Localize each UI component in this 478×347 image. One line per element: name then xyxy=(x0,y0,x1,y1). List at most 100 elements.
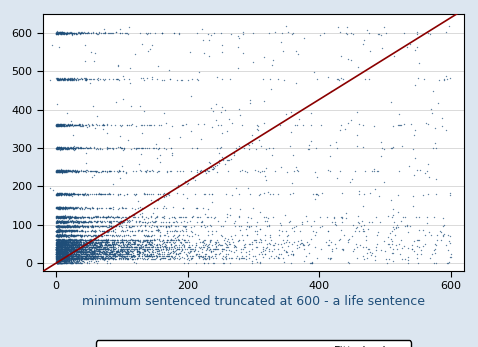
Point xyxy=(54,243,61,248)
Point xyxy=(61,145,68,150)
Point xyxy=(82,76,89,81)
Point xyxy=(332,223,340,228)
Point xyxy=(59,214,66,220)
Point xyxy=(126,251,134,256)
Point xyxy=(144,232,152,238)
Point xyxy=(54,168,62,174)
Point xyxy=(53,225,61,230)
Point xyxy=(74,246,81,252)
Point xyxy=(256,227,264,232)
Point xyxy=(63,253,70,259)
Point xyxy=(79,253,87,259)
Point xyxy=(56,223,64,229)
Point xyxy=(104,252,111,257)
Point xyxy=(57,123,65,128)
Point xyxy=(67,214,75,219)
Point xyxy=(101,242,109,247)
Point xyxy=(73,247,80,252)
Point xyxy=(91,219,99,224)
Point xyxy=(118,237,125,243)
Point xyxy=(153,253,161,259)
Point xyxy=(62,255,69,260)
Point xyxy=(53,239,61,245)
Point xyxy=(83,251,91,257)
Point xyxy=(98,246,106,252)
Point xyxy=(68,259,76,264)
Point xyxy=(290,168,298,174)
Point xyxy=(57,245,65,250)
Point xyxy=(132,168,140,174)
Point xyxy=(104,242,111,247)
Point xyxy=(107,219,114,225)
Point xyxy=(60,237,67,243)
Point xyxy=(66,251,74,257)
Point xyxy=(55,251,63,256)
Point xyxy=(53,214,60,220)
Point xyxy=(54,259,61,264)
Point xyxy=(197,136,205,142)
Point xyxy=(88,239,96,244)
Point xyxy=(65,256,73,261)
Point xyxy=(58,243,65,248)
Point xyxy=(289,30,297,36)
Point xyxy=(53,246,61,251)
Point xyxy=(55,191,63,197)
Point xyxy=(64,244,72,249)
Point xyxy=(180,238,188,243)
Point xyxy=(108,237,115,243)
Point xyxy=(66,238,74,244)
Point xyxy=(68,219,76,224)
Point xyxy=(435,77,443,83)
Point xyxy=(74,246,81,252)
Point xyxy=(83,233,90,238)
Point xyxy=(53,191,61,197)
Point xyxy=(55,239,63,245)
Point xyxy=(91,256,99,261)
Point xyxy=(98,244,106,249)
Point xyxy=(57,122,65,128)
Point xyxy=(64,255,72,261)
Point xyxy=(63,255,71,261)
Point xyxy=(114,214,122,220)
Point xyxy=(101,251,109,257)
Point xyxy=(60,260,68,266)
Point xyxy=(63,223,70,229)
Point xyxy=(60,247,68,253)
Point xyxy=(62,223,69,229)
Point xyxy=(98,146,106,152)
Point xyxy=(61,251,69,256)
Point xyxy=(99,76,107,81)
Point xyxy=(64,227,71,232)
Point xyxy=(214,242,222,248)
Point xyxy=(56,244,64,250)
Point xyxy=(130,223,137,228)
Point xyxy=(54,246,61,251)
Point xyxy=(73,214,81,220)
Point xyxy=(54,233,62,238)
Point xyxy=(69,248,76,254)
Point xyxy=(214,219,222,224)
Point xyxy=(65,246,72,252)
Point xyxy=(71,242,78,247)
Point xyxy=(64,219,71,225)
Point xyxy=(120,237,128,243)
Point xyxy=(57,249,65,255)
Point xyxy=(89,250,97,256)
Point xyxy=(73,192,80,197)
Point xyxy=(256,191,264,196)
Point xyxy=(103,247,110,252)
Point xyxy=(53,31,61,36)
Point xyxy=(53,223,60,229)
Point xyxy=(217,109,225,115)
Point xyxy=(61,260,68,265)
Point xyxy=(72,232,79,238)
Point xyxy=(176,250,184,256)
Point xyxy=(102,252,110,257)
Point xyxy=(54,253,62,259)
Point xyxy=(85,245,93,250)
Point xyxy=(120,253,127,259)
Point xyxy=(388,238,396,244)
Point xyxy=(60,30,67,35)
Point xyxy=(93,237,101,243)
Point xyxy=(54,248,62,254)
